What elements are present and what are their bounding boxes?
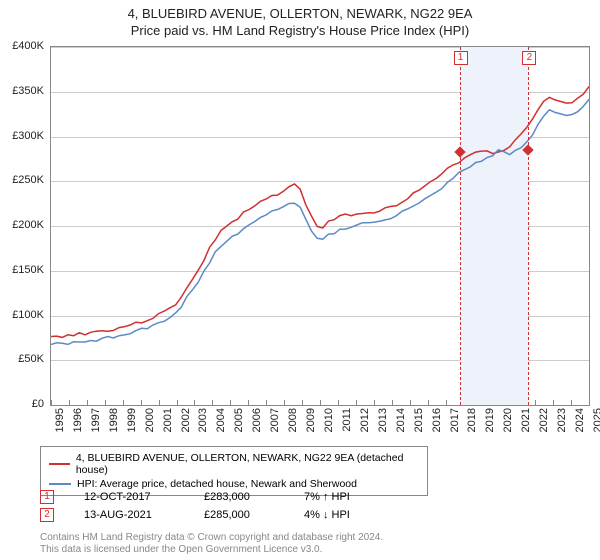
- x-tick-label: 2020: [502, 408, 514, 432]
- x-axis: 1995 1996 1997 1998 1999 2000 2001 2002 2003 2004…: [50, 406, 588, 446]
- x-tick-label: 1996: [72, 408, 84, 432]
- x-tick-label: 2003: [197, 408, 209, 432]
- y-tick-label: £0: [32, 398, 44, 410]
- sale-price-2: £285,000: [204, 509, 274, 521]
- x-tick-label: 2012: [359, 408, 371, 432]
- chart-container: 4, BLUEBIRD AVENUE, OLLERTON, NEWARK, NG…: [0, 0, 600, 560]
- legend-swatch-2: [49, 483, 71, 485]
- x-tick-label: 2019: [484, 408, 496, 432]
- x-tick-label: 2011: [341, 408, 353, 432]
- footer-line-1: Contains HM Land Registry data © Crown c…: [40, 532, 560, 544]
- y-tick-label: £400K: [12, 40, 44, 52]
- y-tick-label: £350K: [12, 85, 44, 97]
- sale-marker-1: 1: [40, 490, 54, 504]
- marker-vline-1: [460, 47, 461, 405]
- x-tick-label: 1998: [108, 408, 120, 432]
- sale-pct-1: 7% ↑ HPI: [304, 491, 394, 503]
- series-hpi: [51, 99, 589, 344]
- x-tick-label: 2018: [466, 408, 478, 432]
- x-tick-label: 2000: [144, 408, 156, 432]
- sale-price-1: £283,000: [204, 491, 274, 503]
- marker-vline-2: [528, 47, 529, 405]
- y-axis: £0£50K£100K£150K£200K£250K£300K£350K£400…: [0, 46, 48, 404]
- series-price_paid: [51, 87, 589, 338]
- legend-swatch-1: [49, 463, 70, 465]
- x-tick-label: 1999: [126, 408, 138, 432]
- x-tick-label: 2004: [215, 408, 227, 432]
- y-tick-label: £250K: [12, 174, 44, 186]
- x-tick-label: 2007: [269, 408, 281, 432]
- y-tick-label: £100K: [12, 309, 44, 321]
- x-tick-label: 2016: [431, 408, 443, 432]
- footer-line-2: This data is licensed under the Open Gov…: [40, 544, 560, 556]
- sale-row-1: 1 12-OCT-2017 £283,000 7% ↑ HPI: [40, 488, 560, 506]
- sale-row-2: 2 13-AUG-2021 £285,000 4% ↓ HPI: [40, 506, 560, 524]
- legend-label-1: 4, BLUEBIRD AVENUE, OLLERTON, NEWARK, NG…: [76, 452, 419, 476]
- x-tick-label: 2025: [592, 408, 600, 432]
- chart-area: 12: [50, 46, 590, 406]
- x-tick-label: 2001: [162, 408, 174, 432]
- marker-box-1: 1: [454, 51, 468, 65]
- footer: Contains HM Land Registry data © Crown c…: [40, 532, 560, 556]
- x-tick-label: 2015: [413, 408, 425, 432]
- x-tick-label: 2013: [377, 408, 389, 432]
- y-tick-label: £300K: [12, 130, 44, 142]
- x-tick-label: 2023: [556, 408, 568, 432]
- line-plot: [51, 47, 589, 405]
- sales-table: 1 12-OCT-2017 £283,000 7% ↑ HPI 2 13-AUG…: [40, 488, 560, 524]
- title-area: 4, BLUEBIRD AVENUE, OLLERTON, NEWARK, NG…: [0, 0, 600, 38]
- sale-marker-2: 2: [40, 508, 54, 522]
- x-tick-label: 2014: [395, 408, 407, 432]
- legend-row-series1: 4, BLUEBIRD AVENUE, OLLERTON, NEWARK, NG…: [49, 451, 419, 477]
- x-tick-label: 2010: [323, 408, 335, 432]
- x-tick-label: 2009: [305, 408, 317, 432]
- x-tick-label: 2006: [251, 408, 263, 432]
- y-tick-label: £150K: [12, 264, 44, 276]
- x-tick-label: 2005: [233, 408, 245, 432]
- title-sub: Price paid vs. HM Land Registry's House …: [0, 23, 600, 38]
- sale-date-1: 12-OCT-2017: [84, 491, 174, 503]
- title-main: 4, BLUEBIRD AVENUE, OLLERTON, NEWARK, NG…: [0, 6, 600, 21]
- marker-box-2: 2: [522, 51, 536, 65]
- x-tick-label: 2002: [180, 408, 192, 432]
- x-tick-label: 1997: [90, 408, 102, 432]
- y-tick-label: £200K: [12, 219, 44, 231]
- sale-date-2: 13-AUG-2021: [84, 509, 174, 521]
- x-tick-label: 1995: [54, 408, 66, 432]
- sale-pct-2: 4% ↓ HPI: [304, 509, 394, 521]
- x-tick-label: 2024: [574, 408, 586, 432]
- x-tick-label: 2021: [520, 408, 532, 432]
- x-tick-label: 2022: [538, 408, 550, 432]
- x-tick-label: 2017: [449, 408, 461, 432]
- y-tick-label: £50K: [18, 353, 44, 365]
- x-tick-label: 2008: [287, 408, 299, 432]
